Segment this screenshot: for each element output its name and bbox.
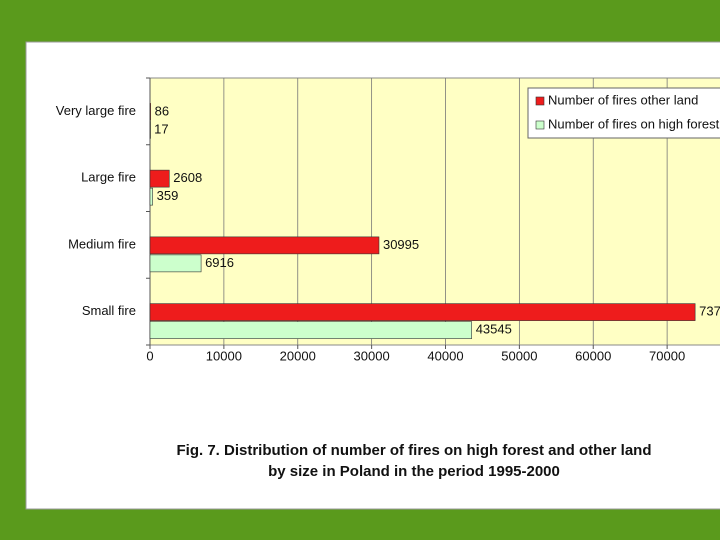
y-tick-label: Very large fire	[56, 103, 136, 118]
chart-area: 0100002000030000400005000060000700008000…	[56, 77, 720, 480]
x-tick-label: 0	[146, 348, 153, 363]
legend-label: Number of fires on high forest	[548, 116, 720, 131]
data-label: 86	[155, 103, 169, 118]
bar	[149, 254, 202, 273]
x-tick-label: 70000	[649, 348, 685, 363]
legend-swatch	[535, 120, 545, 130]
data-label: 2608	[173, 170, 202, 185]
data-label: 17	[154, 121, 168, 136]
caption: by size in Poland in the period 1995-200…	[268, 463, 560, 480]
bar	[149, 236, 380, 255]
bar	[149, 103, 151, 121]
data-label: 73790	[699, 304, 720, 319]
data-label: 6916	[205, 255, 234, 270]
legend-swatch	[535, 96, 545, 106]
x-tick-label: 20000	[280, 348, 316, 363]
data-label: 359	[157, 188, 179, 203]
x-tick-label: 50000	[501, 348, 537, 363]
y-tick-label: Medium fire	[68, 236, 136, 251]
legend-label: Number of fires other land	[548, 92, 698, 107]
bar	[149, 187, 153, 206]
data-label: 43545	[476, 322, 512, 337]
y-tick-label: Large fire	[81, 170, 136, 185]
bar	[149, 321, 472, 339]
y-tick-label: Small fire	[82, 303, 136, 318]
data-label: 30995	[383, 237, 419, 252]
x-tick-label: 30000	[354, 348, 390, 363]
bar	[149, 169, 170, 188]
legend-box	[527, 87, 720, 139]
bar	[149, 121, 151, 139]
x-tick-label: 40000	[427, 348, 463, 363]
caption: Fig. 7. Distribution of number of fires …	[177, 442, 652, 459]
x-tick-label: 10000	[206, 348, 242, 363]
bar	[149, 303, 696, 321]
x-tick-label: 60000	[575, 348, 611, 363]
